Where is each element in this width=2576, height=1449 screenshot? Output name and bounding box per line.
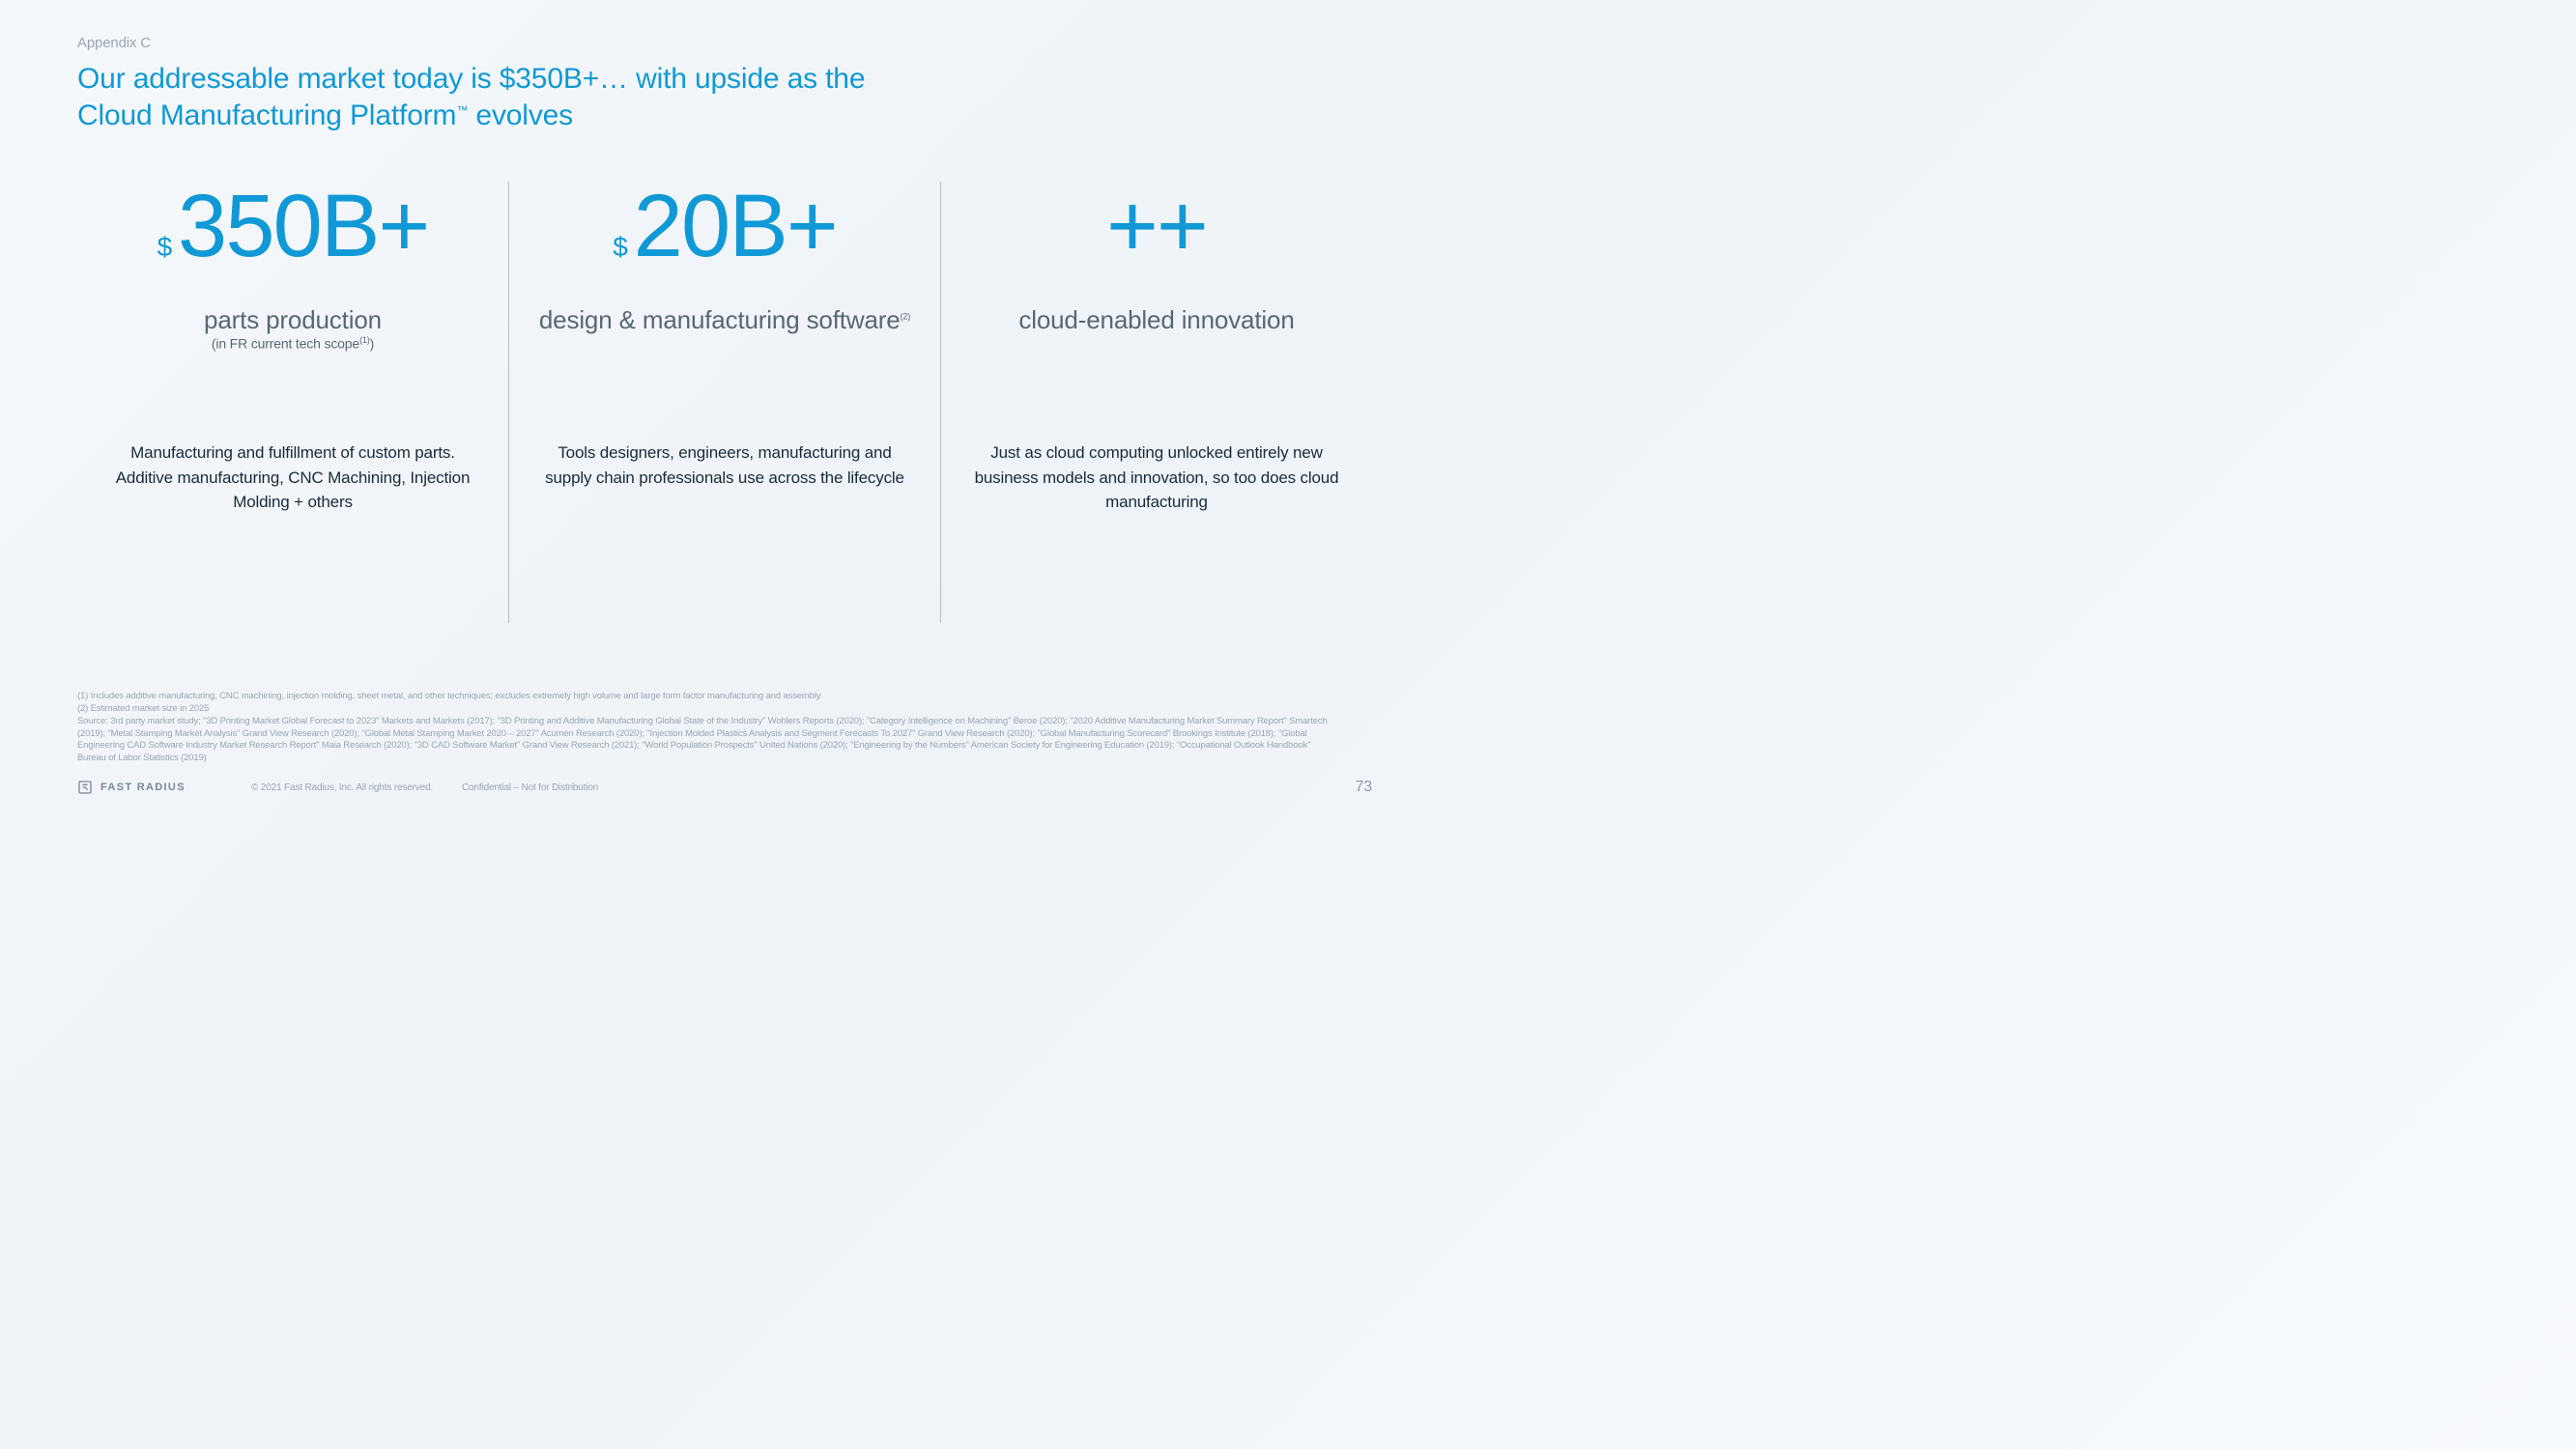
currency-symbol: $	[613, 234, 627, 261]
slide: Appendix C Our addressable market today …	[0, 0, 1449, 815]
metric-subtitle-block: cloud-enabled innovation	[970, 305, 1343, 383]
footnotes: (1) Includes additive manufacturing, CNC…	[77, 691, 1372, 765]
metric-big: 20B+	[634, 182, 837, 270]
column-design-software: $ 20B+ design & manufacturing software(2…	[509, 172, 940, 520]
slide-title: Our addressable market today is $350B+… …	[77, 61, 1372, 133]
metric-subtitle: design & manufacturing software(2)	[538, 305, 911, 335]
metrics-columns: $ 350B+ parts production (in FR current …	[77, 172, 1372, 681]
title-line-2b: evolves	[475, 99, 573, 131]
footer-center: © 2021 Fast Radius, Inc. All rights rese…	[251, 782, 598, 793]
metric-subtitle-block: parts production (in FR current tech sco…	[106, 305, 479, 383]
footer-brand: FAST RADIUS	[77, 780, 186, 795]
metric-subtitle: parts production	[106, 305, 479, 335]
title-line-1: Our addressable market today is $350B+… …	[77, 63, 865, 95]
metric-value: $ 350B+	[106, 182, 479, 288]
trademark: ™	[456, 103, 468, 117]
currency-symbol: $	[157, 234, 172, 261]
metric-description: Tools designers, engineers, manufacturin…	[538, 440, 911, 490]
metric-subtitle-detail: (in FR current tech scope(1))	[106, 335, 479, 352]
brand-logo-icon	[77, 780, 93, 795]
metric-description: Just as cloud computing unlocked entirel…	[970, 440, 1343, 515]
metric-big: ++	[1106, 182, 1207, 270]
column-divider	[508, 182, 509, 623]
page-number: 73	[1356, 779, 1372, 796]
column-cloud-innovation: ++ cloud-enabled innovation Just as clou…	[941, 172, 1372, 520]
metric-subtitle-block: design & manufacturing software(2)	[538, 305, 911, 383]
appendix-label: Appendix C	[77, 35, 1372, 51]
column-parts-production: $ 350B+ parts production (in FR current …	[77, 172, 508, 520]
footnote-1: (1) Includes additive manufacturing, CNC…	[77, 691, 1333, 703]
brand-name: FAST RADIUS	[100, 781, 186, 793]
column-divider	[940, 182, 941, 623]
title-line-2a: Cloud Manufacturing Platform	[77, 99, 456, 131]
confidential-text: Confidential – Not for Distribution	[462, 782, 598, 793]
footnote-2: (2) Estimated market size in 2025	[77, 703, 1333, 716]
metric-description: Manufacturing and fulfillment of custom …	[106, 440, 479, 515]
slide-footer: FAST RADIUS © 2021 Fast Radius, Inc. All…	[77, 779, 1372, 796]
metric-subtitle: cloud-enabled innovation	[970, 305, 1343, 335]
footnote-source: Source: 3rd party market study; "3D Prin…	[77, 716, 1333, 765]
metric-value: ++	[970, 182, 1343, 288]
copyright-text: © 2021 Fast Radius, Inc. All rights rese…	[251, 782, 433, 793]
metric-big: 350B+	[178, 182, 428, 270]
metric-value: $ 20B+	[538, 182, 911, 288]
